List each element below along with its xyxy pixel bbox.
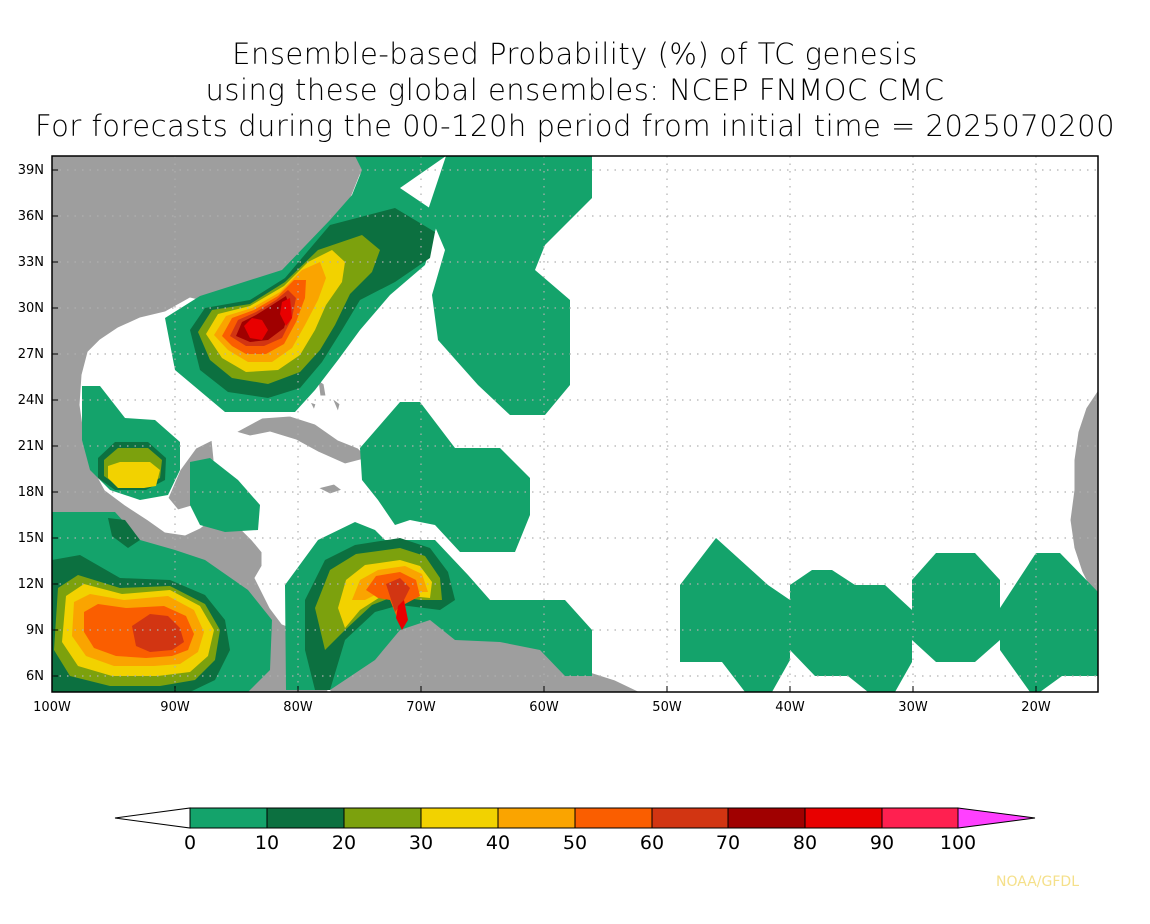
colorbar-label-60: 60 xyxy=(639,832,665,854)
lon-label-90w: 90W xyxy=(160,700,190,715)
credit-text: NOAA/GFDL xyxy=(996,874,1079,890)
title-line-3: For forecasts during the 00-120h period … xyxy=(34,109,1116,143)
map-frame xyxy=(51,155,1099,693)
colorbar-swatch-30-40 xyxy=(420,807,499,829)
lat-label-15n: 15N xyxy=(17,531,44,546)
colorbar-swatch-40-50 xyxy=(497,807,576,829)
contour-0-10-caribbean-north xyxy=(360,402,530,552)
contour-0-10-mdr-3 xyxy=(912,553,1000,662)
lat-label-27n: 27N xyxy=(17,347,44,362)
lon-label-20w: 20W xyxy=(1021,700,1051,715)
colorbar-label-50: 50 xyxy=(562,832,588,854)
title-line-1: Ensemble-based Probability (%) of TC gen… xyxy=(232,37,918,71)
contour-0-10-pacific-small xyxy=(190,458,260,532)
lat-label-18n: 18N xyxy=(17,485,44,500)
colorbar-label-80: 80 xyxy=(792,832,818,854)
lon-label-100w: 100W xyxy=(33,700,71,715)
jamaica-land xyxy=(316,483,344,495)
contour-0-10-mdr-1 xyxy=(680,538,790,692)
contour-0-10-mdr-2 xyxy=(790,570,912,692)
colorbar-left-arrow xyxy=(114,807,191,829)
colorbar-swatch-20-30 xyxy=(343,807,422,829)
lat-label-39n: 39N xyxy=(17,163,44,178)
colorbar-label-90: 90 xyxy=(869,832,895,854)
lon-label-30w: 30W xyxy=(898,700,928,715)
lon-label-80w: 80W xyxy=(283,700,313,715)
lon-label-40w: 40W xyxy=(775,700,805,715)
colorbar-swatch-50-60 xyxy=(574,807,653,829)
colorbar-label-40: 40 xyxy=(485,832,511,854)
colorbar-label-0: 0 xyxy=(183,832,197,854)
colorbar-label-70: 70 xyxy=(715,832,741,854)
probability-contours xyxy=(52,156,1098,692)
colorbar-right-arrow xyxy=(957,807,1036,829)
colorbar-swatch-90-100 xyxy=(881,807,959,829)
lat-label-36n: 36N xyxy=(17,209,44,224)
lon-label-50w: 50W xyxy=(652,700,682,715)
bahamas-land xyxy=(309,378,341,414)
lat-label-9n: 9N xyxy=(26,623,44,638)
colorbar-label-20: 20 xyxy=(331,832,357,854)
lat-label-24n: 24N xyxy=(17,393,44,408)
colorbar-label-100: 100 xyxy=(939,832,977,854)
colorbar-swatch-10-20 xyxy=(266,807,345,829)
contour-0-10-mdr-4 xyxy=(1000,553,1098,692)
lat-label-33n: 33N xyxy=(17,255,44,270)
title-line-2: using these global ensembles: NCEP FNMOC… xyxy=(205,73,945,107)
contour-60-70-caribbean xyxy=(386,578,410,612)
colorbar-swatch-0-10 xyxy=(189,807,268,829)
contour-80-90-gulf xyxy=(244,298,292,340)
contour-10-20-pacific-small xyxy=(108,518,140,548)
contour-60-70-pacific xyxy=(132,614,184,652)
colorbar-swatch-80-90 xyxy=(804,807,883,829)
colorbar-label-30: 30 xyxy=(408,832,434,854)
lat-label-21n: 21N xyxy=(17,439,44,454)
colorbar xyxy=(114,807,1036,829)
contour-0-10-atlantic-north xyxy=(428,156,592,415)
lon-label-70w: 70W xyxy=(406,700,436,715)
contour-80-90-caribbean xyxy=(396,600,408,630)
contour-30-40-mexico-north xyxy=(108,462,160,488)
lat-label-12n: 12N xyxy=(17,577,44,592)
lat-label-6n: 6N xyxy=(26,669,44,684)
colorbar-swatch-60-70 xyxy=(651,807,729,829)
axis-ticks xyxy=(51,169,1037,692)
lon-label-60w: 60W xyxy=(529,700,559,715)
colorbar-swatch-70-80 xyxy=(727,807,806,829)
lat-label-30n: 30N xyxy=(17,301,44,316)
colorbar-label-10: 10 xyxy=(254,832,280,854)
